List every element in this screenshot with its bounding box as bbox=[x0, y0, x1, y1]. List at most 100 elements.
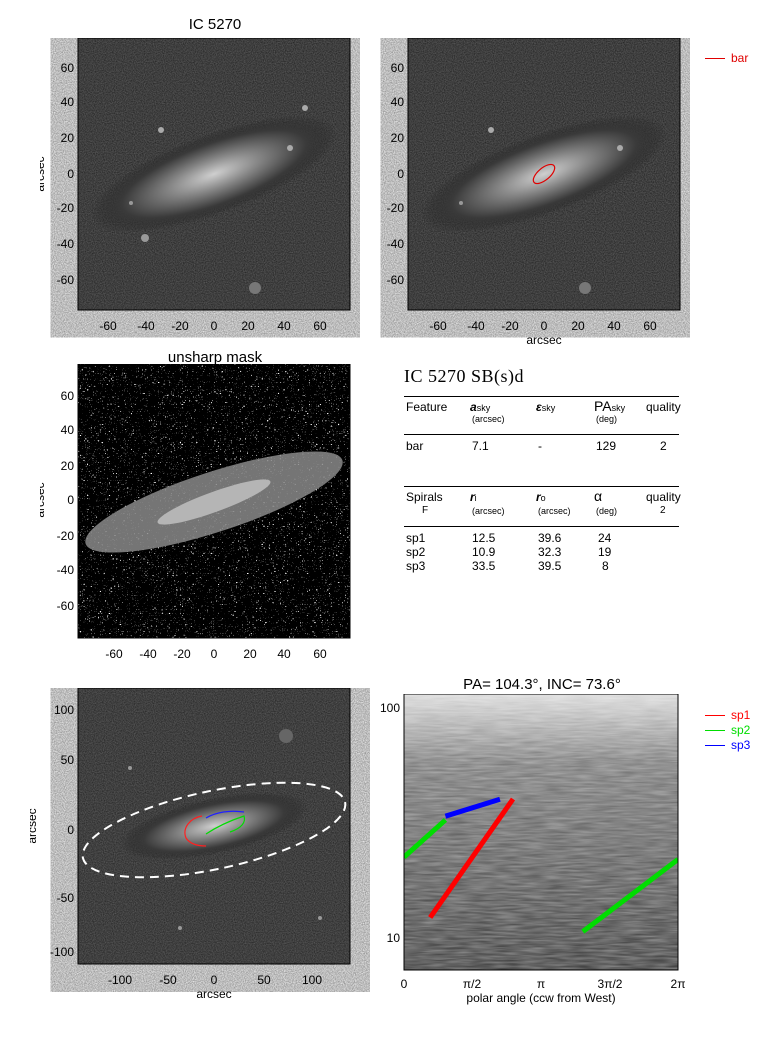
legend-sp2: sp2 bbox=[705, 723, 750, 737]
sp3-arc bbox=[205, 810, 245, 819]
x-tick: -40 bbox=[139, 647, 157, 661]
y-tick: 0 bbox=[397, 167, 404, 181]
col-feature: Feature bbox=[406, 400, 448, 414]
bar-ellipse bbox=[532, 163, 556, 185]
y-tick: -50 bbox=[57, 891, 75, 905]
rule bbox=[404, 486, 679, 487]
legend-sp3-swatch bbox=[705, 745, 725, 747]
x-tick: 20 bbox=[243, 647, 257, 661]
col-pa-sky-symbol: PA bbox=[594, 398, 612, 414]
bar-row-pa: 129 bbox=[596, 439, 617, 453]
x-tick: 60 bbox=[313, 647, 327, 661]
legend-sp1-label: sp1 bbox=[731, 708, 751, 722]
x-tick: 60 bbox=[643, 319, 657, 333]
y-tick: 50 bbox=[61, 753, 75, 767]
x-tick: -60 bbox=[99, 319, 117, 333]
x-tick: 2π bbox=[671, 977, 686, 991]
bar-row-eps: - bbox=[538, 439, 542, 453]
x-tick: 20 bbox=[241, 319, 255, 333]
y-tick: 0 bbox=[67, 167, 74, 181]
x-tick: -40 bbox=[467, 319, 485, 333]
series-line-sp3 bbox=[444, 796, 501, 819]
spiral-row-name: sp2 bbox=[406, 545, 426, 559]
x-tick: 100 bbox=[302, 973, 322, 987]
spiral-overlay-panel: -100 -50 0 50 100 100 50 0 -50 -100 arcs… bbox=[30, 688, 351, 1001]
y-tick: -20 bbox=[57, 201, 75, 215]
y-tick: -20 bbox=[57, 529, 75, 543]
y-tick: 10 bbox=[387, 931, 401, 945]
spiral-row-alpha: 24 bbox=[598, 531, 612, 545]
x-tick: -60 bbox=[105, 647, 123, 661]
y-tick: -20 bbox=[387, 201, 405, 215]
y-tick: 40 bbox=[61, 423, 75, 437]
y-tick: 20 bbox=[61, 131, 75, 145]
x-tick: 0 bbox=[211, 319, 218, 333]
spiral-row-name: sp1 bbox=[406, 531, 426, 545]
x-tick: 40 bbox=[277, 319, 291, 333]
legend-bar-label: bar bbox=[731, 51, 749, 65]
x-axis-label: arcsec bbox=[196, 987, 231, 1001]
bar-panel: -60 -40 -20 0 20 40 60 60 40 20 0 -20 -4… bbox=[387, 38, 681, 347]
spiral-row-alpha: 19 bbox=[598, 545, 612, 559]
bar-row-quality: 2 bbox=[660, 439, 667, 453]
unsharp-panel: -60 -40 -20 0 20 40 60 60 40 20 0 -20 -4… bbox=[40, 364, 351, 661]
legend-sp2-label: sp2 bbox=[731, 723, 751, 737]
disk-boundary bbox=[81, 781, 347, 879]
y-tick: 0 bbox=[67, 823, 74, 837]
col-eps-sky-sub: sky bbox=[541, 403, 556, 413]
x-tick: -20 bbox=[501, 319, 519, 333]
x-tick: -20 bbox=[171, 319, 189, 333]
spiral-quality-value: 2 bbox=[660, 505, 666, 516]
x-tick: 0 bbox=[401, 977, 408, 991]
y-tick: -60 bbox=[387, 273, 405, 287]
y-tick: 40 bbox=[61, 95, 75, 109]
y-axis-label: arcsec bbox=[40, 156, 47, 191]
series-line-sp1 bbox=[581, 857, 678, 934]
y-tick: 0 bbox=[67, 493, 74, 507]
col-spiral-quality: quality bbox=[646, 490, 681, 504]
x-tick: 0 bbox=[211, 973, 218, 987]
y-tick: -60 bbox=[57, 599, 75, 613]
x-axis-label: arcsec bbox=[526, 333, 561, 347]
rule bbox=[404, 526, 679, 527]
x-tick: 50 bbox=[257, 973, 271, 987]
col-r-o-unit: (arcsec) bbox=[538, 506, 571, 516]
x-tick: -50 bbox=[159, 973, 177, 987]
series-line-sp2 bbox=[404, 818, 448, 859]
col-a-sky-unit: (arcsec) bbox=[472, 414, 505, 424]
x-tick: -60 bbox=[429, 319, 447, 333]
x-tick: -20 bbox=[173, 647, 191, 661]
y-tick: 60 bbox=[61, 61, 75, 75]
col-pa-sky-unit: (deg) bbox=[596, 414, 618, 424]
y-axis-label: arcsec bbox=[30, 808, 39, 843]
x-tick: π/2 bbox=[463, 977, 482, 991]
y-tick: -60 bbox=[57, 273, 75, 287]
col-r-o: ro bbox=[536, 490, 546, 504]
table-heading: IC 5270 SB(s)d bbox=[404, 366, 525, 386]
legend-bar-swatch bbox=[705, 58, 725, 60]
col-r-i-symbol: r bbox=[470, 490, 475, 504]
x-tick: 60 bbox=[313, 319, 327, 333]
y-tick: 60 bbox=[391, 61, 405, 75]
x-tick: π bbox=[537, 977, 545, 991]
col-alpha: α bbox=[594, 488, 603, 504]
series-line-sp1 bbox=[428, 797, 516, 919]
y-tick: -40 bbox=[387, 237, 405, 251]
panel-title-image: IC 5270 bbox=[188, 16, 242, 33]
panel-title-unsharp: unsharp mask bbox=[167, 349, 263, 366]
legend-sp3-label: sp3 bbox=[731, 738, 751, 752]
y-axis-label: arcsec bbox=[40, 482, 47, 517]
x-tick: 40 bbox=[607, 319, 621, 333]
rule bbox=[404, 396, 679, 397]
legend-sp3: sp3 bbox=[705, 738, 750, 752]
col-r-i-unit: (arcsec) bbox=[472, 506, 505, 516]
col-eps-sky: εsky bbox=[536, 400, 555, 414]
spiral-row-name: sp3 bbox=[406, 559, 426, 573]
legend-sp2-swatch bbox=[705, 730, 725, 732]
col-a-sky: asky bbox=[470, 400, 490, 414]
col-pa-sky: PAsky bbox=[594, 398, 625, 414]
x-axis-label: polar angle (ccw from West) bbox=[466, 991, 615, 1005]
x-tick: 0 bbox=[211, 647, 218, 661]
spiral-row-ro: 39.6 bbox=[538, 531, 562, 545]
sp1-arc bbox=[184, 815, 207, 847]
